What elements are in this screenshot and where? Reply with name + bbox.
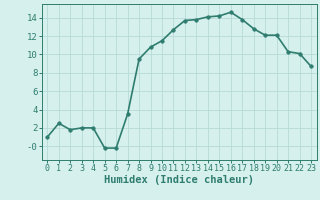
X-axis label: Humidex (Indice chaleur): Humidex (Indice chaleur) — [104, 175, 254, 185]
